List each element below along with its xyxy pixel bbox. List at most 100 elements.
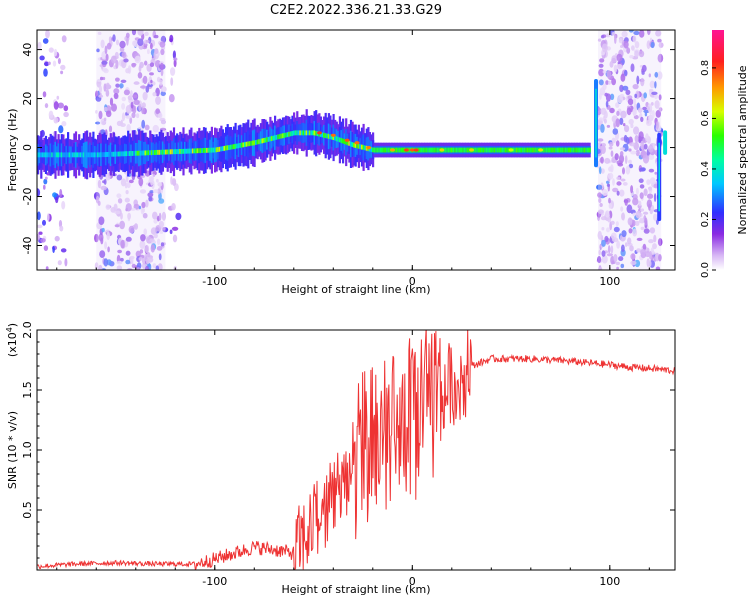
signal-core: [283, 133, 286, 138]
signal-core: [84, 152, 87, 158]
noise-speck: [639, 30, 645, 38]
noise-speck: [42, 91, 47, 98]
signal-core: [553, 147, 556, 153]
noise-band: [598, 30, 662, 270]
noise-speck: [657, 238, 663, 247]
noise-speck: [625, 165, 631, 175]
noise-speck: [119, 83, 124, 89]
signal-core: [525, 147, 528, 153]
noise-speck: [121, 51, 127, 59]
noise-speck: [53, 117, 59, 124]
noise-speck: [632, 35, 637, 43]
signal-core: [334, 135, 337, 141]
noise-speck: [150, 244, 155, 253]
noise-speck: [160, 48, 165, 56]
svg-text:(x104): (x104): [5, 323, 19, 357]
signal-core: [49, 152, 52, 158]
signal-core: [256, 139, 259, 145]
noise-speck: [173, 59, 177, 68]
signal-core: [542, 147, 545, 153]
noise-speck: [639, 167, 645, 172]
signal-core: [195, 148, 198, 154]
noise-speck: [160, 91, 166, 97]
signal-core: [176, 149, 179, 155]
snr-axes: -100 0 100 0.5 1.0 1.5 2.0: [21, 321, 675, 588]
noise-speck: [97, 31, 102, 35]
noise-speck: [607, 245, 611, 254]
snr-line: [37, 330, 675, 570]
signal-core: [561, 147, 564, 153]
signal-core: [572, 147, 575, 153]
signal-core: [383, 147, 386, 153]
signal-core: [463, 147, 466, 153]
noise-speck: [652, 243, 657, 250]
noise-speck: [624, 125, 630, 133]
signal-core: [520, 147, 523, 153]
noise-speck: [601, 227, 605, 231]
signal-peak: [469, 148, 475, 152]
signal-core: [285, 132, 288, 138]
signal-core: [485, 147, 488, 153]
noise-speck: [142, 212, 148, 219]
noise-speck: [628, 163, 634, 169]
noise-speck: [147, 192, 154, 198]
signal-core: [240, 142, 243, 148]
signal-core: [160, 149, 163, 155]
noise-speck: [158, 253, 162, 261]
noise-speck: [146, 236, 153, 244]
noise-speck: [655, 30, 662, 37]
signal-core: [536, 147, 539, 153]
noise-speck: [600, 35, 605, 39]
signal-core: [360, 144, 364, 150]
snr-multiplier-base: (x10: [6, 332, 19, 357]
noise-speck: [145, 39, 150, 43]
signal-core: [544, 147, 547, 153]
signal-core: [54, 152, 57, 158]
noise-speck: [643, 188, 648, 197]
noise-speck: [629, 245, 634, 252]
noise-speck: [653, 193, 657, 202]
noise-speck: [52, 246, 55, 253]
signal-core: [138, 150, 141, 156]
signal-core: [348, 140, 351, 146]
signal-core: [421, 147, 424, 153]
noise-speck: [647, 103, 653, 113]
signal-core: [149, 150, 152, 156]
signal-core: [457, 147, 460, 153]
noise-speck: [600, 168, 605, 174]
noise-speck: [106, 42, 112, 50]
signal-core: [495, 147, 498, 153]
noise-speck: [628, 228, 633, 234]
signal-core: [575, 147, 578, 153]
signal-core: [193, 148, 196, 154]
signal-core: [332, 135, 335, 140]
noise-speck: [610, 150, 614, 157]
signal-core: [57, 152, 60, 158]
noise-speck: [616, 181, 622, 186]
signal-core: [293, 130, 296, 136]
noise-speck: [651, 91, 658, 96]
noise-speck: [59, 189, 63, 198]
noise-speck: [136, 267, 140, 270]
noise-speck: [607, 172, 614, 180]
noise-speck: [47, 61, 51, 66]
signal-core: [496, 147, 499, 153]
noise-speck: [98, 110, 103, 120]
signal-core: [62, 152, 65, 158]
noise-speck: [616, 190, 620, 196]
noise-speck: [104, 241, 108, 250]
noise-speck: [636, 237, 643, 241]
noise-speck: [630, 260, 637, 266]
signal-core: [346, 140, 349, 146]
noise-speck: [140, 174, 146, 178]
noise-speck: [638, 131, 644, 141]
noise-speck: [633, 126, 640, 135]
signal-core: [60, 152, 63, 158]
signal-core: [212, 147, 215, 153]
signal-core: [323, 132, 326, 138]
noise-speck: [169, 229, 173, 235]
colorbar-tick-label: 0.6: [700, 110, 711, 126]
noise-speck: [170, 67, 176, 76]
noise-speck: [159, 230, 164, 234]
noise-speck: [628, 30, 634, 33]
